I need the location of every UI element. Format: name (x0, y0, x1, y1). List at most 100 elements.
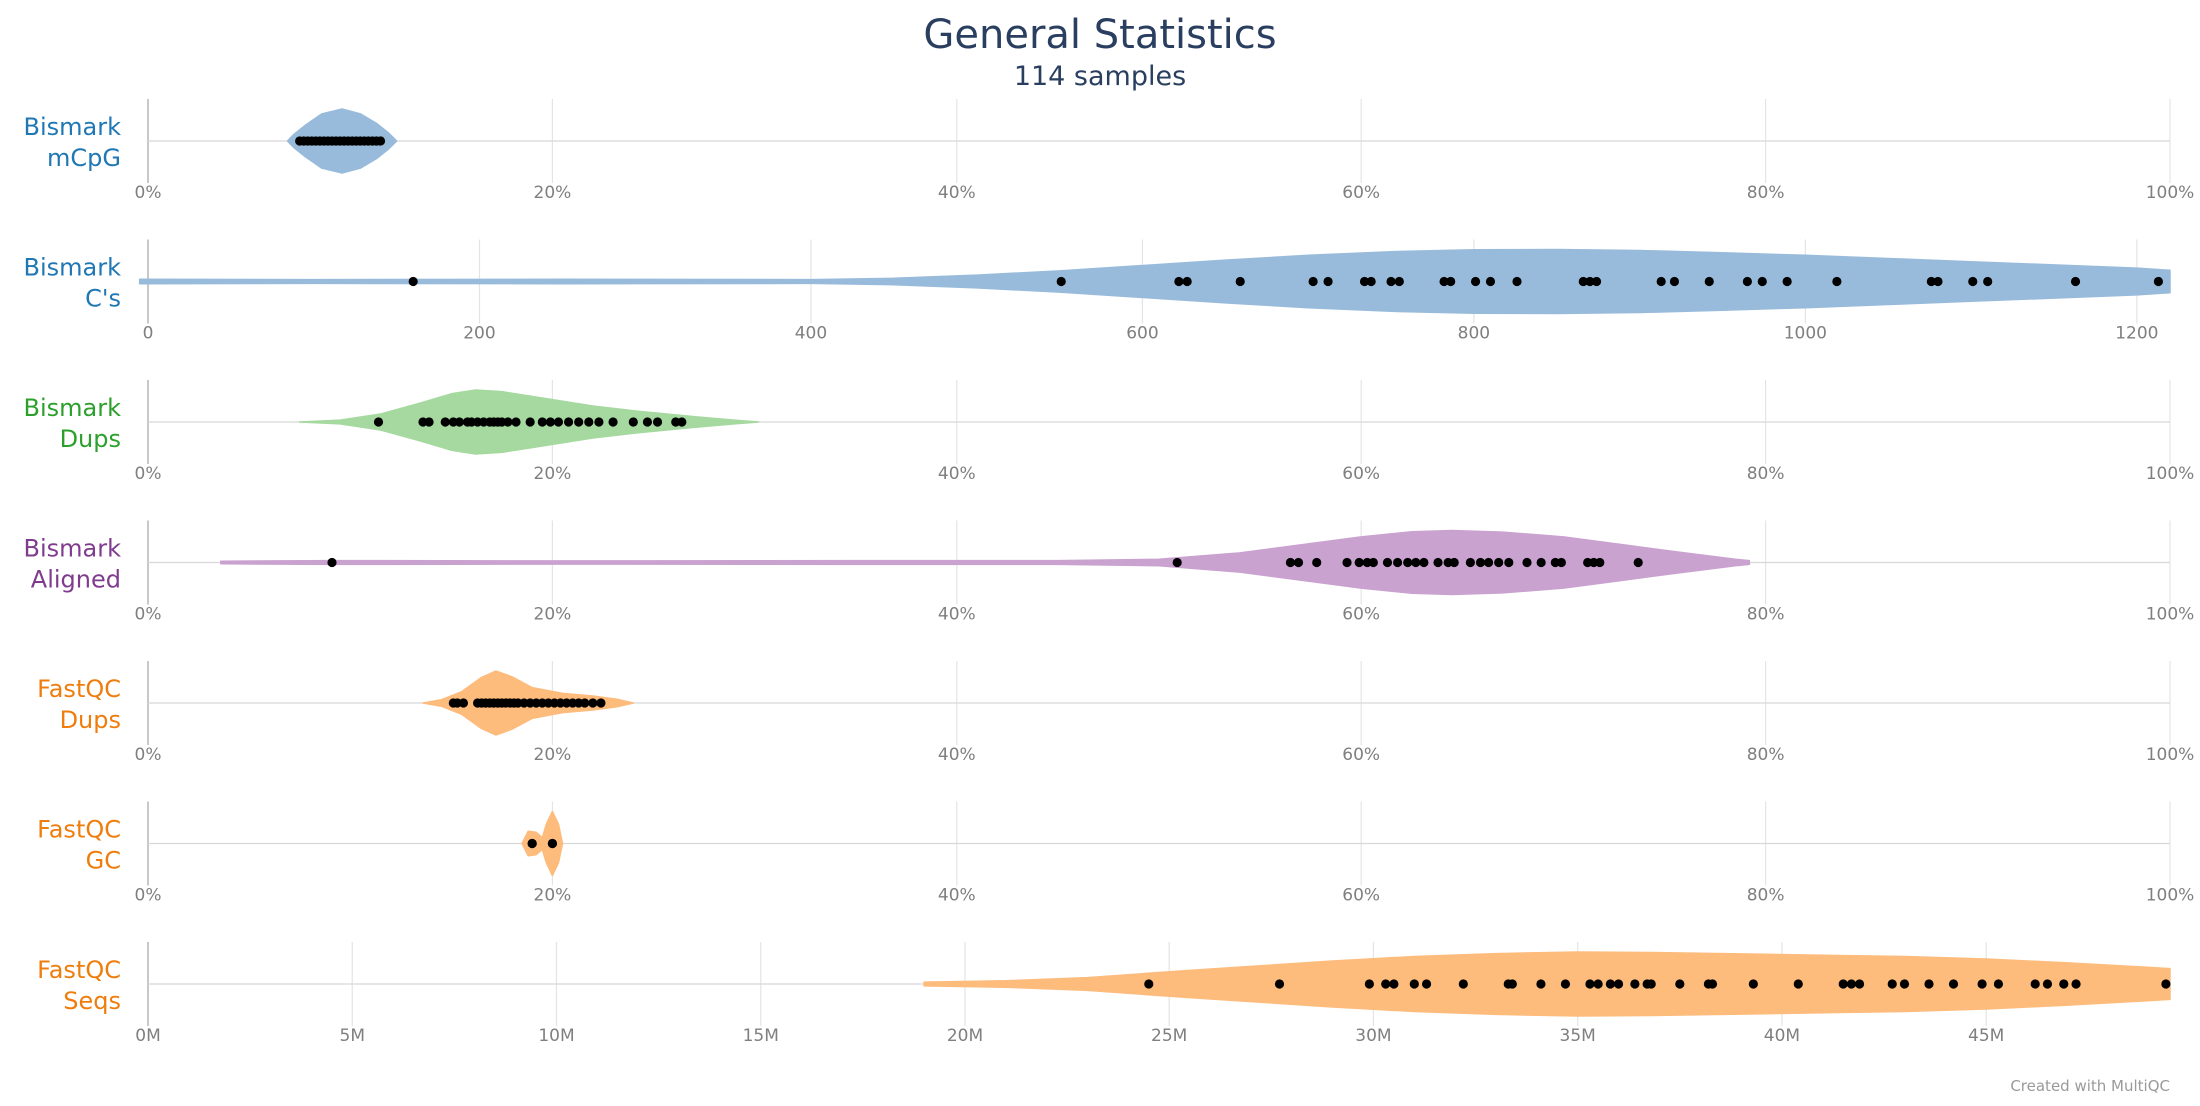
violin-cs (138, 248, 2171, 315)
tick-label-aligned-2: 40% (938, 605, 976, 625)
point-aligned-6 (1354, 557, 1364, 568)
point-cs-30 (2070, 276, 2081, 287)
point-seqs-29 (1924, 979, 1934, 989)
point-fastqc_gc-3 (547, 838, 558, 849)
point-seqs-9 (1507, 979, 1517, 989)
tick-label-cs-5: 1000 (1784, 324, 1827, 344)
tick-label-seqs-1: 5M (340, 1026, 365, 1046)
point-cs-0 (408, 276, 418, 287)
tick-label-aligned-3: 60% (1342, 605, 1380, 625)
point-fastqc_dups-26 (596, 698, 606, 708)
point-bismark_dups-20 (563, 417, 574, 427)
point-bismark_dups-26 (642, 417, 653, 427)
row-label-bismark_dups-0: Bismark (24, 394, 122, 422)
point-seqs-1 (1274, 979, 1285, 989)
tick-label-cs-6: 1200 (2115, 324, 2158, 344)
chart-title: General Statistics (923, 12, 1276, 58)
tick-label-fastqc_dups-1: 20% (534, 745, 572, 765)
point-cs-15 (1512, 276, 1522, 287)
point-seqs-11 (1560, 979, 1571, 989)
point-aligned-21 (1504, 557, 1514, 568)
point-aligned-19 (1483, 557, 1494, 568)
panel-aligned: 0% 20% 40% 60% 80% 100% Bismark Aligned (24, 520, 2194, 625)
row-label-mcpg-0: Bismark (24, 113, 122, 141)
point-bismark_dups-5 (454, 417, 464, 427)
point-aligned-23 (1536, 557, 1546, 568)
point-cs-26 (1926, 276, 1936, 287)
tick-label-fastqc_gc-5: 100% (2146, 886, 2195, 906)
point-seqs-2 (1364, 979, 1374, 989)
point-seqs-31 (1977, 979, 1987, 989)
point-cs-13 (1470, 276, 1481, 287)
row-label-fastqc_gc-0: FastQC (37, 816, 121, 844)
point-aligned-10 (1392, 557, 1403, 568)
point-seqs-36 (2071, 979, 2081, 989)
tick-label-fastqc_dups-4: 80% (1747, 745, 1785, 765)
point-seqs-3 (1381, 979, 1391, 989)
point-fastqc_gc-1 (527, 838, 537, 849)
violin-fastqc_gc (521, 810, 564, 877)
point-seqs-13 (1593, 979, 1603, 989)
point-aligned-16 (1449, 557, 1459, 568)
point-fastqc_dups-2 (458, 698, 469, 708)
point-aligned-22 (1522, 557, 1532, 568)
point-cs-19 (1656, 276, 1666, 287)
point-seqs-22 (1748, 979, 1758, 989)
point-seqs-16 (1630, 979, 1640, 989)
tick-label-mcpg-0: 0% (135, 183, 162, 203)
point-seqs-15 (1613, 979, 1624, 989)
point-bismark_dups-15 (511, 417, 521, 427)
point-cs-2 (1174, 276, 1184, 287)
point-bismark_dups-14 (503, 417, 513, 427)
row-label-cs-1: C's (85, 285, 121, 313)
tick-label-fastqc_gc-3: 60% (1342, 886, 1380, 906)
point-cs-21 (1704, 276, 1714, 287)
point-aligned-12 (1411, 557, 1421, 568)
point-aligned-14 (1433, 557, 1443, 568)
point-seqs-18 (1646, 979, 1656, 989)
tick-label-mcpg-5: 100% (2146, 183, 2195, 203)
point-bismark_dups-22 (584, 417, 594, 427)
panel-cs: 0 200 400 600 800 1000 1200 Bismark C's (24, 239, 2171, 344)
point-aligned-0 (327, 557, 337, 568)
point-cs-9 (1386, 276, 1396, 287)
tick-label-fastqc_dups-2: 40% (938, 745, 976, 765)
tick-label-mcpg-2: 40% (938, 183, 976, 203)
panel-mcpg: 0% 20% 40% 60% 80% 100% Bismark mCpG (24, 99, 2195, 203)
point-bismark_dups-16 (525, 417, 535, 427)
tick-label-fastqc_gc-0: 0% (135, 886, 162, 906)
point-seqs-32 (1993, 979, 2004, 989)
point-aligned-18 (1475, 557, 1486, 568)
point-aligned-3 (1293, 557, 1304, 568)
row-label-fastqc_dups-1: Dups (60, 706, 121, 734)
tick-label-cs-3: 600 (1126, 324, 1158, 344)
point-aligned-9 (1382, 557, 1393, 568)
tick-label-mcpg-3: 60% (1342, 183, 1380, 203)
point-bismark_dups-27 (652, 417, 663, 427)
point-cs-14 (1485, 276, 1496, 287)
tick-label-fastqc_gc-2: 40% (938, 886, 976, 906)
point-seqs-35 (2059, 979, 2069, 989)
row-label-bismark_dups-1: Dups (60, 425, 121, 453)
point-aligned-20 (1494, 557, 1504, 568)
point-aligned-1 (1172, 557, 1182, 568)
point-seqs-24 (1838, 979, 1848, 989)
point-seqs-6 (1421, 979, 1432, 989)
point-bismark_dups-21 (574, 417, 584, 427)
point-seqs-7 (1458, 979, 1468, 989)
row-label-seqs-1: Seqs (63, 987, 121, 1015)
point-cs-6 (1323, 276, 1333, 287)
point-cs-28 (1968, 276, 1978, 287)
tick-label-cs-1: 200 (463, 324, 495, 344)
point-cs-20 (1669, 276, 1680, 287)
row-label-seqs-0: FastQC (37, 956, 121, 984)
point-bismark_dups-3 (440, 417, 450, 427)
point-aligned-29 (1633, 557, 1643, 568)
row-label-aligned-0: Bismark (24, 535, 122, 563)
point-seqs-21 (1707, 979, 1718, 989)
tick-label-fastqc_gc-1: 20% (534, 886, 572, 906)
tick-label-bismark_dups-3: 60% (1342, 464, 1380, 484)
tick-label-aligned-1: 20% (534, 605, 572, 625)
chart-subtitle: 114 samples (1014, 61, 1186, 92)
point-bismark_dups-2 (424, 417, 434, 427)
